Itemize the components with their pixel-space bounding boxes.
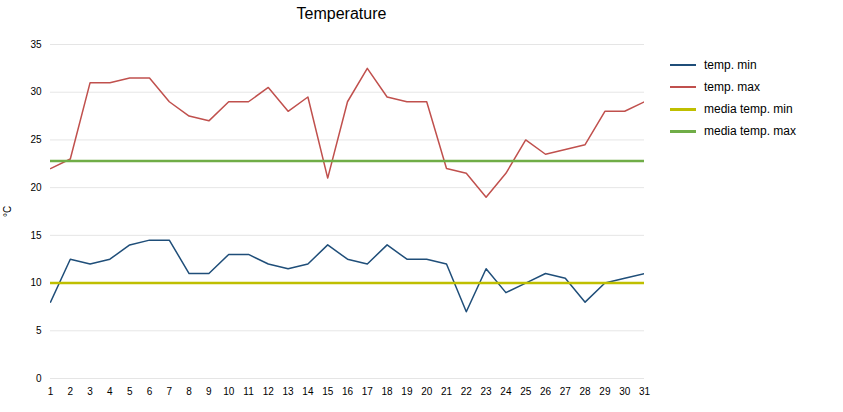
svg-text:18: 18	[382, 386, 394, 397]
svg-text:4: 4	[107, 386, 113, 397]
svg-text:9: 9	[206, 386, 212, 397]
svg-text:1: 1	[48, 386, 54, 397]
svg-text:10: 10	[30, 277, 42, 288]
svg-text:29: 29	[599, 386, 611, 397]
svg-text:15: 15	[322, 386, 334, 397]
svg-text:0: 0	[36, 373, 42, 384]
svg-text:6: 6	[147, 386, 153, 397]
svg-text:7: 7	[167, 386, 173, 397]
svg-text:30: 30	[619, 386, 631, 397]
svg-text:23: 23	[481, 386, 493, 397]
html-text:media temp. max: media temp. max	[704, 124, 796, 138]
svg-text:2: 2	[68, 386, 74, 397]
html-text:temp. min: temp. min	[704, 58, 757, 72]
svg-text:13: 13	[283, 386, 295, 397]
svg-text:16: 16	[342, 386, 354, 397]
svg-text:30: 30	[30, 86, 42, 97]
svg-text:°C: °C	[2, 206, 13, 217]
html-text:temp. max: temp. max	[704, 80, 760, 94]
svg-text:10: 10	[223, 386, 235, 397]
svg-text:14: 14	[302, 386, 314, 397]
svg-text:22: 22	[461, 386, 473, 397]
svg-text:31: 31	[639, 386, 651, 397]
svg-text:27: 27	[560, 386, 572, 397]
svg-text:15: 15	[30, 230, 42, 241]
svg-text:17: 17	[362, 386, 374, 397]
svg-text:5: 5	[36, 325, 42, 336]
svg-text:25: 25	[30, 134, 42, 145]
svg-text:21: 21	[441, 386, 453, 397]
svg-text:24: 24	[500, 386, 512, 397]
svg-text:5: 5	[127, 386, 133, 397]
svg-text:25: 25	[520, 386, 532, 397]
svg-text:3: 3	[87, 386, 93, 397]
svg-text:26: 26	[540, 386, 552, 397]
svg-text:35: 35	[30, 39, 42, 50]
svg-text:19: 19	[401, 386, 413, 397]
svg-text:11: 11	[243, 386, 254, 397]
svg-text:12: 12	[263, 386, 275, 397]
svg-text:20: 20	[421, 386, 433, 397]
html-text:Temperature: Temperature	[296, 5, 387, 22]
svg-text:28: 28	[580, 386, 592, 397]
html-text:media temp. min: media temp. min	[704, 102, 793, 116]
svg-text:20: 20	[30, 182, 42, 193]
svg-text:8: 8	[186, 386, 192, 397]
